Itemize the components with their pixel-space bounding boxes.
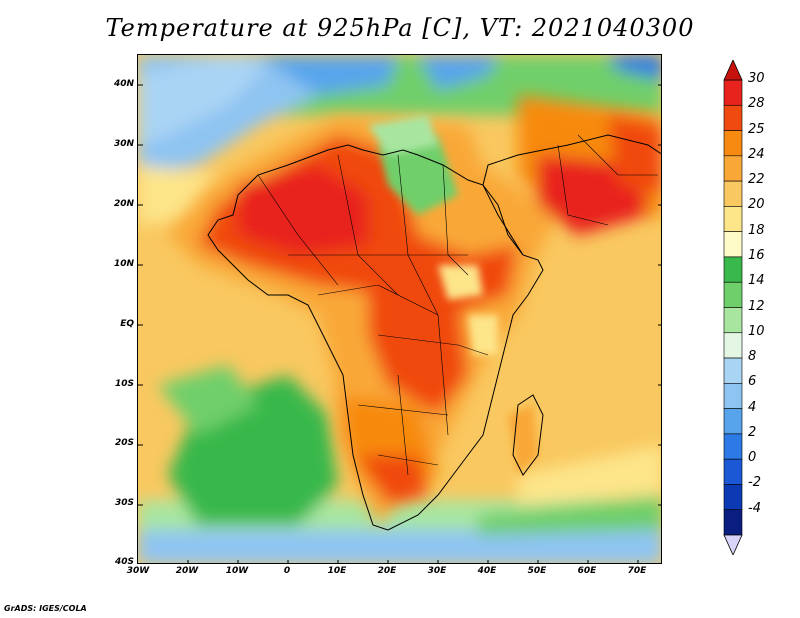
colorbar-box — [723, 307, 743, 334]
map-field — [138, 55, 661, 563]
colorbar-box — [723, 155, 743, 182]
lon-label-30e: 30E — [427, 566, 447, 576]
colorbar-label: -4 — [748, 500, 761, 516]
colorbar-label: 16 — [748, 247, 765, 263]
lon-label-60e: 60E — [577, 566, 597, 576]
colorbar-label: 12 — [748, 298, 765, 314]
lat-label-20n: 20N — [113, 199, 134, 209]
colorbar-box — [723, 383, 743, 409]
colorbar-box — [723, 484, 743, 511]
colorbar-label: 28 — [748, 96, 765, 112]
colorbar-label: 30 — [748, 71, 765, 86]
colorbar-label: 0 — [748, 450, 757, 466]
lon-label-10e: 10E — [327, 566, 347, 576]
colorbar-box — [723, 231, 743, 258]
colorbar-label: 10 — [748, 323, 765, 339]
credit-text: GrADS: IGES/COLA — [4, 604, 87, 613]
colorbar-box — [723, 256, 743, 283]
colorbar-box — [723, 206, 743, 232]
colorbar-box — [723, 79, 743, 106]
lon-label-20e: 20E — [377, 566, 397, 576]
colorbar-box — [723, 332, 743, 359]
colorbar-top-arrow — [723, 60, 743, 81]
lon-label-50e: 50E — [527, 566, 547, 576]
lon-label-70e: 70E — [627, 566, 647, 576]
lon-label-10w: 10W — [225, 566, 249, 576]
temperature-map — [137, 54, 662, 564]
lon-label-0: 0 — [283, 566, 291, 576]
lat-label-10n: 10N — [113, 259, 134, 269]
colorbar-label: 14 — [748, 273, 765, 289]
colorbar-box — [723, 408, 743, 435]
colorbar-label: 8 — [748, 349, 757, 365]
colorbar-box — [723, 180, 743, 207]
lat-label-eq: EQ — [120, 319, 134, 329]
colorbar-label: 20 — [748, 197, 765, 213]
colorbar-label: 6 — [748, 374, 757, 390]
lon-label-20w: 20W — [175, 566, 199, 576]
lat-label-30n: 30N — [113, 139, 134, 149]
colorbar-label: 2 — [748, 424, 757, 440]
lon-label-30w: 30W — [126, 566, 150, 576]
colorbar — [723, 60, 743, 555]
lat-label-40n: 40N — [113, 79, 134, 89]
lat-label-30s: 30S — [114, 498, 134, 508]
colorbar-label: 22 — [748, 172, 765, 188]
colorbar-label: -2 — [748, 475, 761, 491]
colorbar-box — [723, 509, 743, 536]
colorbar-box — [723, 130, 743, 157]
lat-label-10s: 10S — [114, 379, 134, 389]
colorbar-box — [723, 104, 743, 131]
colorbar-box — [723, 433, 743, 460]
colorbar-label: 24 — [748, 146, 765, 162]
colorbar-label: 4 — [748, 399, 757, 415]
map-title: Temperature at 925hPa [C], VT: 202104030… — [105, 14, 695, 42]
lon-label-40e: 40E — [477, 566, 497, 576]
lat-label-40s: 40S — [114, 557, 134, 567]
colorbar-box — [723, 458, 743, 485]
colorbar-box — [723, 281, 743, 308]
colorbar-label: 18 — [748, 222, 765, 238]
colorbar-box — [723, 357, 743, 384]
lat-label-20s: 20S — [114, 438, 134, 448]
colorbar-bottom-arrow — [723, 534, 743, 555]
colorbar-label: 25 — [748, 121, 765, 137]
